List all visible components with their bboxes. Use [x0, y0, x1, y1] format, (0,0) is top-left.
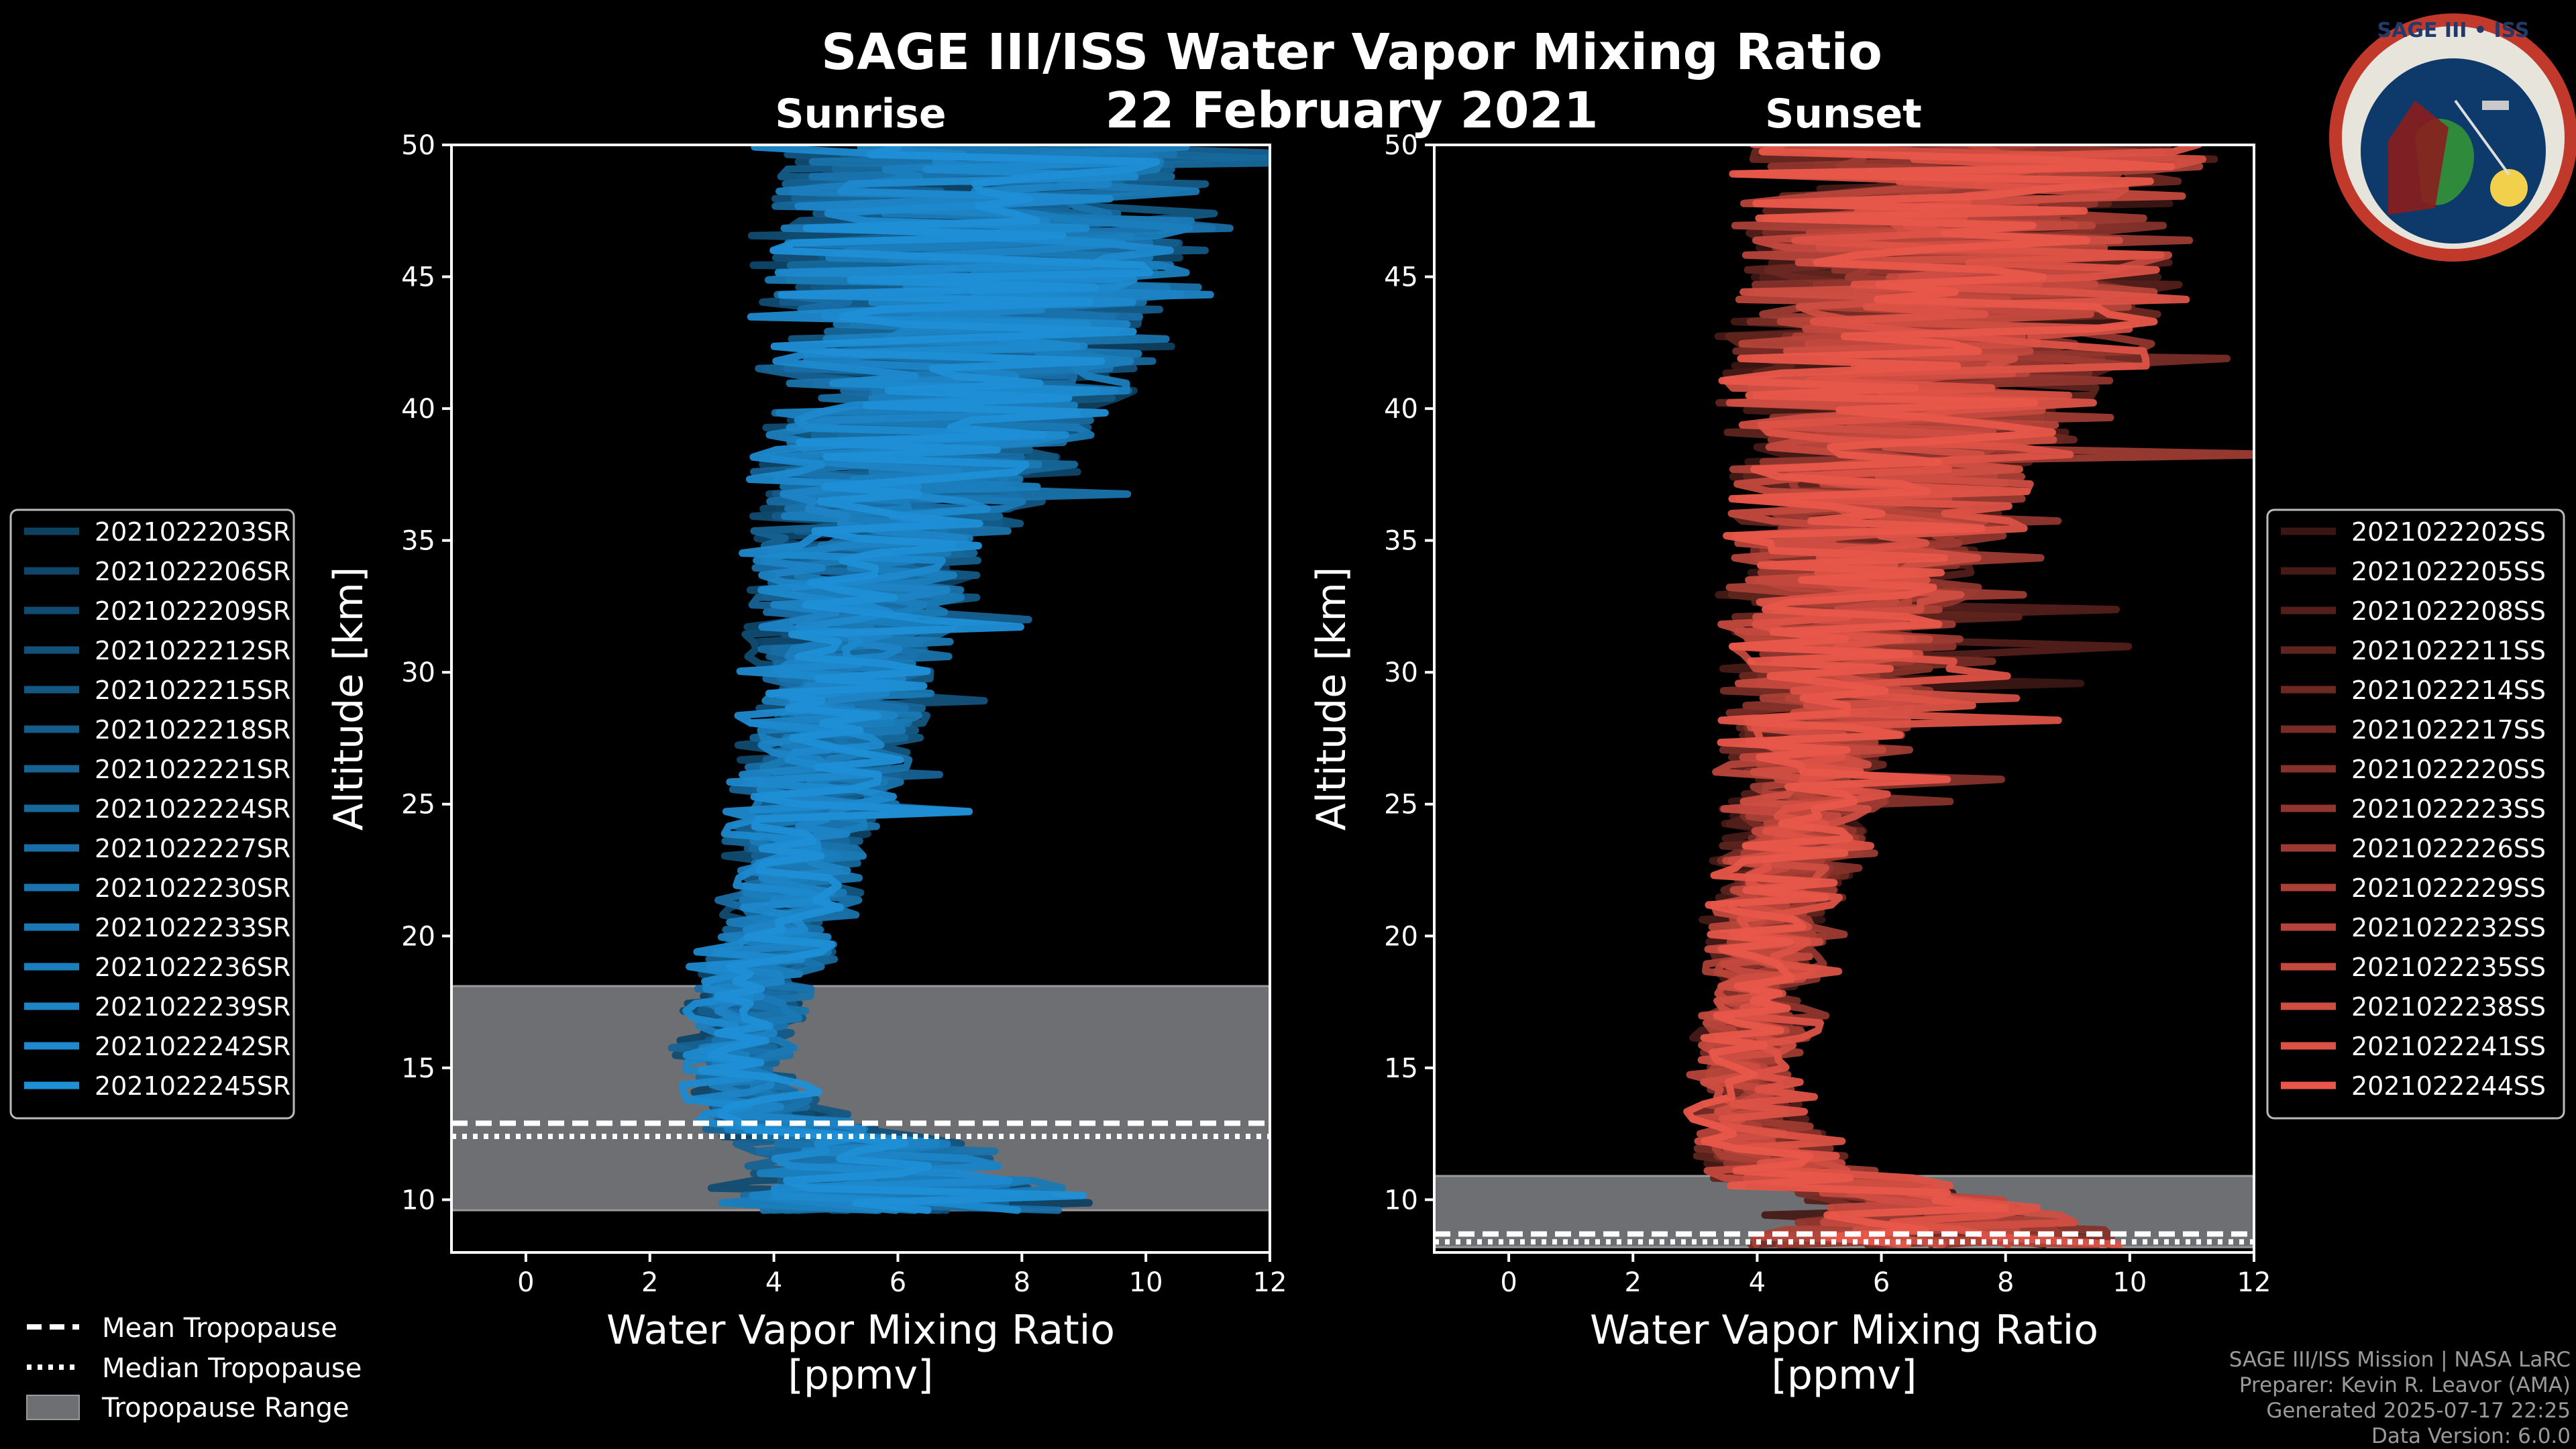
- legend-entry-2021022224SR: 2021022224SR: [95, 794, 290, 824]
- footer-preparer: Preparer: Kevin R. Leavor (AMA): [2239, 1373, 2571, 1397]
- y-tick-label: 10: [401, 1185, 435, 1216]
- legend-mean-tropopause: Mean Tropopause: [102, 1313, 337, 1344]
- x-axis-label: Water Vapor Mixing Ratio: [1590, 1307, 2098, 1354]
- x-tick-label: 8: [1997, 1267, 2014, 1298]
- profile-line-2021022245SR: [698, 145, 1161, 1214]
- y-tick-label: 10: [1384, 1185, 1418, 1216]
- legend-entry-2021022238SS: 2021022238SS: [2351, 992, 2546, 1022]
- legend-median-tropopause: Median Tropopause: [102, 1353, 362, 1384]
- sunset-series-legend: 2021022202SS 2021022205SS 2021022208SS 2021…: [2266, 508, 2565, 1120]
- y-tick-label: 40: [401, 394, 435, 425]
- legend-entry-2021022217SS: 2021022217SS: [2351, 715, 2546, 745]
- legend-entry-2021022236SR: 2021022236SR: [95, 953, 290, 982]
- y-tick-label: 45: [401, 262, 435, 293]
- sage-iii-iss-logo: SAGE III • ISS: [2329, 13, 2576, 262]
- legend-entry-2021022233SR: 2021022233SR: [95, 913, 290, 943]
- sunset-panel: 0 2 4 6 8 10 12 10 15 20 25 30 35 40 45 50 Water Vapor M…: [1308, 130, 2271, 1399]
- legend-entry-2021022203SR: 2021022203SR: [95, 517, 290, 547]
- legend-entry-2021022242SR: 2021022242SR: [95, 1032, 290, 1061]
- y-axis-label: Altitude [km]: [1308, 567, 1355, 831]
- legend-entry-2021022235SS: 2021022235SS: [2351, 953, 2546, 982]
- y-tick-label: 25: [1384, 790, 1418, 820]
- x-tick-label: 2: [641, 1267, 658, 1298]
- legend-entry-2021022212SR: 2021022212SR: [95, 636, 290, 665]
- legend-entry-2021022214SS: 2021022214SS: [2351, 676, 2546, 705]
- x-tick-label: 8: [1014, 1267, 1030, 1298]
- profile-line-2021022244SS: [1683, 145, 2176, 1248]
- logo-text: SAGE III • ISS: [2377, 19, 2530, 42]
- legend-entry-2021022245SR: 2021022245SR: [95, 1071, 290, 1101]
- profile-line-2021022239SR: [682, 145, 1214, 1214]
- legend-entry-2021022239SR: 2021022239SR: [95, 992, 290, 1022]
- x-tick-label: 2: [1625, 1267, 1642, 1298]
- y-tick-label: 40: [1384, 394, 1418, 425]
- footer-data-version: Data Version: 6.0.0: [2371, 1424, 2571, 1448]
- legend-entry-2021022226SS: 2021022226SS: [2351, 834, 2546, 863]
- y-tick-label: 35: [1384, 526, 1418, 557]
- sunrise-series-legend: 2021022203SR 2021022206SR 2021022209SR 2021…: [9, 508, 295, 1120]
- legend-entry-2021022241SS: 2021022241SS: [2351, 1032, 2546, 1061]
- x-tick-label: 12: [2237, 1267, 2271, 1298]
- legend-entry-2021022223SS: 2021022223SS: [2351, 794, 2546, 824]
- y-tick-label: 15: [1384, 1053, 1418, 1084]
- panel-label-sunset: Sunset: [1765, 91, 1922, 138]
- y-axis-label: Altitude [km]: [325, 567, 372, 831]
- y-tick-label: 15: [401, 1053, 435, 1084]
- y-tick-label: 25: [401, 790, 435, 820]
- x-tick-label: 6: [1873, 1267, 1890, 1298]
- legend-entry-2021022215SR: 2021022215SR: [95, 676, 290, 705]
- x-tick-label: 6: [890, 1267, 906, 1298]
- legend-tropopause-range-swatch: [26, 1395, 80, 1420]
- legend-entry-2021022206SR: 2021022206SR: [95, 557, 290, 586]
- legend-tropopause-range: Tropopause Range: [101, 1393, 350, 1424]
- legend-entry-2021022232SS: 2021022232SS: [2351, 913, 2546, 943]
- x-tick-label: 12: [1253, 1267, 1287, 1298]
- y-tick-label: 20: [401, 921, 435, 952]
- y-tick-label: 50: [1384, 130, 1418, 161]
- legend-entry-2021022244SS: 2021022244SS: [2351, 1071, 2546, 1101]
- footer-generated: Generated 2025-07-17 22:25: [2266, 1399, 2571, 1423]
- x-axis-unit: [ppmv]: [788, 1352, 934, 1399]
- footer-mission: SAGE III/ISS Mission | NASA LaRC: [2229, 1348, 2571, 1372]
- tropopause-legend: Mean Tropopause Median Tropopause Tropop…: [26, 1313, 362, 1424]
- x-axis-unit: [ppmv]: [1772, 1352, 1917, 1399]
- chart-title: SAGE III/ISS Water Vapor Mixing Ratio: [821, 23, 1882, 81]
- x-tick-label: 10: [2112, 1267, 2147, 1298]
- chart-date: 22 February 2021: [1105, 82, 1598, 140]
- legend-entry-2021022220SS: 2021022220SS: [2351, 755, 2546, 784]
- x-tick-label: 4: [765, 1267, 782, 1298]
- y-tick-label: 20: [1384, 921, 1418, 952]
- panel-label-sunrise: Sunrise: [775, 91, 946, 138]
- legend-entry-2021022230SR: 2021022230SR: [95, 873, 290, 903]
- x-tick-label: 10: [1129, 1267, 1163, 1298]
- legend-entry-2021022202SS: 2021022202SS: [2351, 517, 2546, 547]
- legend-entry-2021022218SR: 2021022218SR: [95, 715, 290, 745]
- legend-entry-2021022209SR: 2021022209SR: [95, 596, 290, 626]
- x-tick-label: 0: [517, 1267, 534, 1298]
- x-tick-label: 0: [1500, 1267, 1517, 1298]
- y-tick-label: 30: [401, 657, 435, 688]
- legend-entry-2021022229SS: 2021022229SS: [2351, 873, 2546, 903]
- legend-entry-2021022208SS: 2021022208SS: [2351, 596, 2546, 626]
- y-tick-label: 45: [1384, 262, 1418, 293]
- y-tick-label: 30: [1384, 657, 1418, 688]
- y-tick-label: 35: [401, 526, 435, 557]
- legend-entry-2021022205SS: 2021022205SS: [2351, 557, 2546, 586]
- legend-entry-2021022227SR: 2021022227SR: [95, 834, 290, 863]
- legend-entry-2021022211SS: 2021022211SS: [2351, 636, 2546, 665]
- x-tick-label: 4: [1749, 1267, 1766, 1298]
- x-axis-label: Water Vapor Mixing Ratio: [606, 1307, 1115, 1354]
- y-tick-label: 50: [401, 130, 435, 161]
- legend-entry-2021022221SR: 2021022221SR: [95, 755, 290, 784]
- sunrise-panel: 0 2 4 6 8 10 12 10 15 20 25 30 35 40 45 50 Water Vapor M…: [325, 130, 1287, 1399]
